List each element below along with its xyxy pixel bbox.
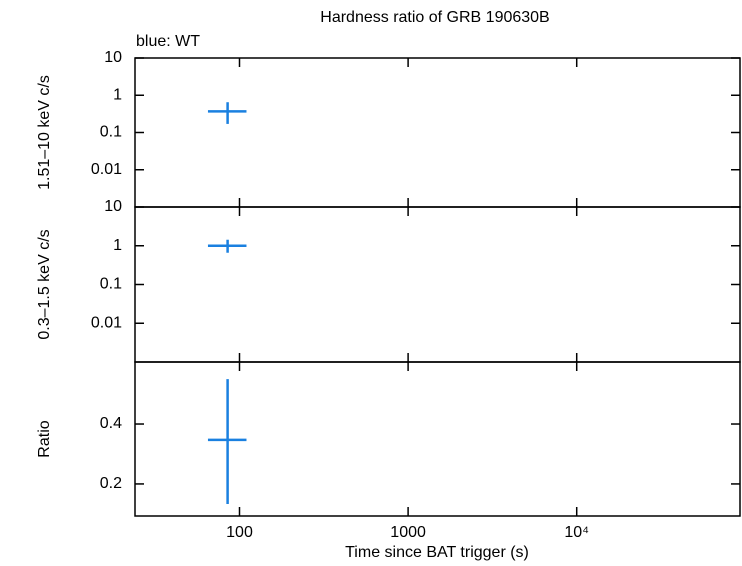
y-tick-label: 0.2 [100,475,122,492]
y-axis-label: 1.51–10 keV c/s [36,75,53,190]
x-tick-label: 100 [226,524,253,541]
plot-frame [134,361,741,517]
y-tick-label: 10 [104,198,122,215]
x-tick-label: 10⁴ [564,524,589,541]
x-axis-label: Time since BAT trigger (s) [345,544,529,561]
y-tick-label: 10 [104,49,122,66]
y-axis-label: 0.3–1.5 keV c/s [36,229,53,339]
y-tick-label: 0.1 [100,124,122,141]
plot-frame [134,57,741,208]
chart-title: Hardness ratio of GRB 190630B [320,9,549,26]
plot-frame [134,206,741,363]
annotation: blue: WT [136,33,200,50]
y-tick-label: 1 [113,86,122,103]
y-tick-label: 0.1 [100,276,122,293]
y-tick-label: 0.01 [91,314,122,331]
y-tick-label: 1 [113,237,122,254]
x-tick-label: 1000 [390,524,426,541]
y-axis-label: Ratio [36,420,53,457]
y-tick-label: 0.4 [100,415,122,432]
y-tick-label: 0.01 [91,161,122,178]
